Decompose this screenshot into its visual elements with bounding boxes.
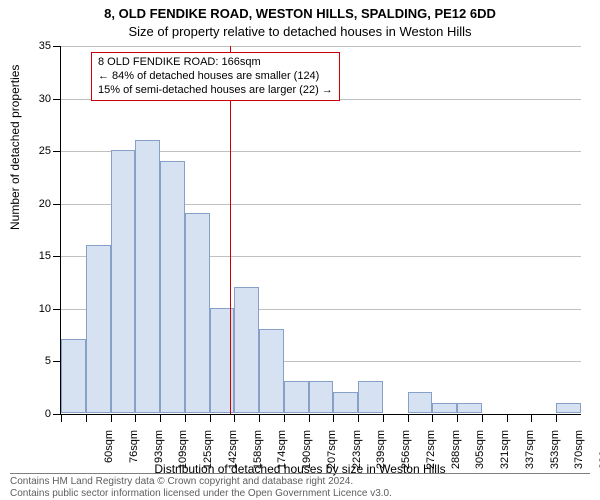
y-tick — [53, 256, 61, 257]
x-tick — [333, 414, 334, 422]
plot-area: 8 OLD FENDIKE ROAD: 166sqm ← 84% of deta… — [60, 46, 581, 415]
x-tick — [383, 414, 384, 422]
x-tick — [259, 414, 260, 422]
y-tick-label: 25 — [23, 145, 51, 157]
histogram-bar — [111, 150, 136, 413]
y-tick — [53, 204, 61, 205]
histogram-bar — [234, 287, 259, 413]
histogram-bar — [358, 381, 383, 413]
y-tick — [53, 99, 61, 100]
footer-line2: Contains public sector information licen… — [10, 488, 590, 500]
x-tick — [507, 414, 508, 422]
x-tick — [408, 414, 409, 422]
x-tick — [482, 414, 483, 422]
x-tick — [457, 414, 458, 422]
histogram-bar — [86, 245, 111, 413]
histogram-bar — [309, 381, 334, 413]
x-tick — [185, 414, 186, 422]
x-tick — [556, 414, 557, 422]
x-tick — [61, 414, 62, 422]
histogram-bar — [135, 140, 160, 413]
y-tick-label: 15 — [23, 250, 51, 262]
x-tick — [531, 414, 532, 422]
y-axis-label: Number of detached properties — [8, 65, 22, 230]
histogram-bar — [556, 403, 581, 414]
footer-attribution: Contains HM Land Registry data © Crown c… — [10, 473, 590, 500]
annotation-line3: 15% of semi-detached houses are larger (… — [98, 84, 333, 98]
histogram-bar — [432, 403, 457, 414]
y-tick — [53, 309, 61, 310]
histogram-bar — [457, 403, 482, 414]
x-tick — [86, 414, 87, 422]
histogram-bar — [408, 392, 433, 413]
y-tick-label: 30 — [23, 93, 51, 105]
x-tick — [111, 414, 112, 422]
footer-line1: Contains HM Land Registry data © Crown c… — [10, 476, 590, 488]
y-tick — [53, 46, 61, 47]
x-tick — [234, 414, 235, 422]
annotation-line1: 8 OLD FENDIKE ROAD: 166sqm — [98, 56, 333, 70]
y-tick-label: 0 — [23, 408, 51, 420]
histogram-bar — [284, 381, 309, 413]
y-tick-label: 10 — [23, 303, 51, 315]
y-tick-label: 5 — [23, 355, 51, 367]
x-tick — [358, 414, 359, 422]
chart-title-sub: Size of property relative to detached ho… — [0, 24, 600, 39]
gridline — [61, 46, 581, 47]
histogram-bar — [333, 392, 358, 413]
x-tick — [210, 414, 211, 422]
histogram-bar — [160, 161, 185, 413]
y-tick-label: 20 — [23, 198, 51, 210]
y-tick — [53, 414, 61, 415]
chart-page: { "chart": { "type": "histogram", "title… — [0, 0, 600, 500]
chart-title-main: 8, OLD FENDIKE ROAD, WESTON HILLS, SPALD… — [0, 6, 600, 21]
annotation-box: 8 OLD FENDIKE ROAD: 166sqm ← 84% of deta… — [91, 52, 340, 101]
x-tick — [135, 414, 136, 422]
x-tick — [284, 414, 285, 422]
y-tick — [53, 151, 61, 152]
x-tick — [309, 414, 310, 422]
x-tick — [432, 414, 433, 422]
annotation-line2: ← 84% of detached houses are smaller (12… — [98, 70, 333, 84]
x-tick — [160, 414, 161, 422]
y-tick-label: 35 — [23, 40, 51, 52]
histogram-bar — [259, 329, 284, 413]
histogram-bar — [185, 213, 210, 413]
histogram-bar — [61, 339, 86, 413]
y-tick — [53, 361, 61, 362]
